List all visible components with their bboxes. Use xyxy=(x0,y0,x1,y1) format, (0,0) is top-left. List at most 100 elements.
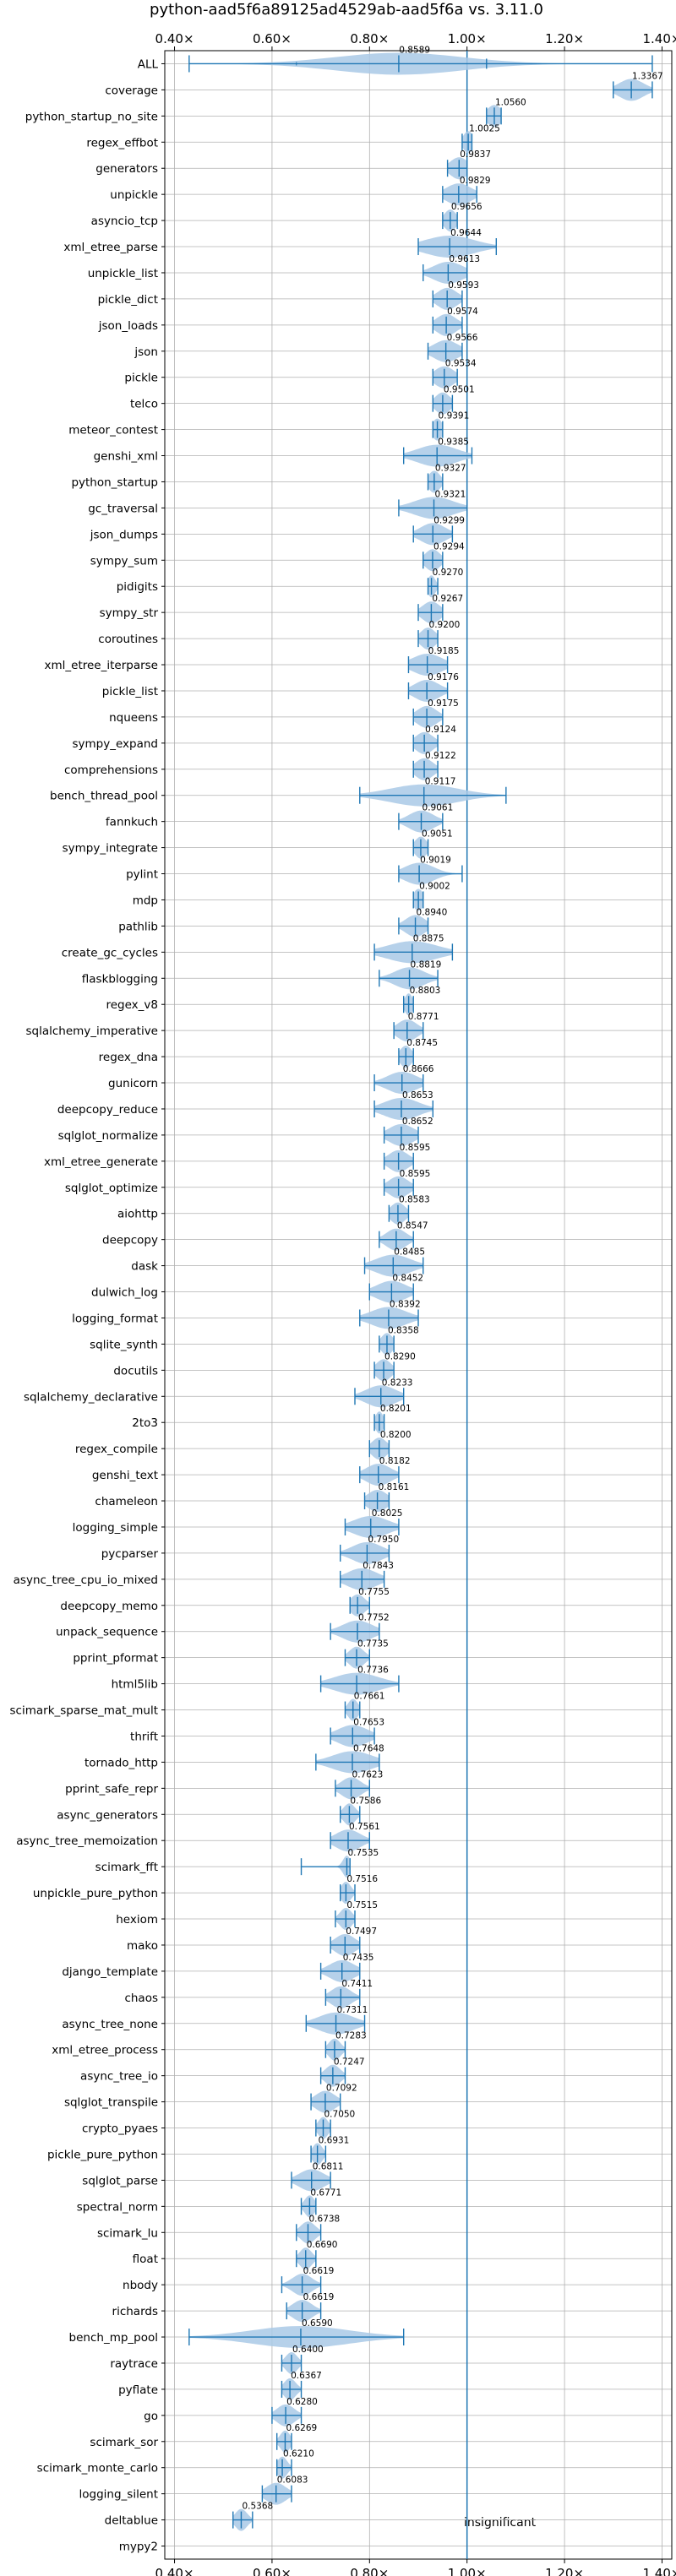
benchmark-deepcopy-reduce: deepcopy_reduce 0.8653 xyxy=(57,1090,434,1120)
value-label: 1.0025 xyxy=(469,123,500,133)
benchmark-meteor-contest: meteor_contest 0.9391 xyxy=(68,411,469,441)
benchmark-sympy-expand: sympy_expand 0.9124 xyxy=(72,725,456,754)
category-label: genshi_text xyxy=(92,1469,158,1482)
value-label: 0.9117 xyxy=(425,777,456,787)
benchmark-regex-effbot: regex_effbot 1.0025 xyxy=(86,123,500,154)
benchmark-thrift: thrift 0.7653 xyxy=(130,1717,384,1747)
value-label: 0.8201 xyxy=(380,1404,412,1414)
category-label: logging_simple xyxy=(73,1521,158,1535)
value-label: 0.7661 xyxy=(354,1692,385,1702)
value-label: 0.8583 xyxy=(399,1195,430,1205)
value-label: 0.9019 xyxy=(420,856,451,866)
x-tick-label-top: 0.40× xyxy=(155,31,194,46)
benchmark-sympy-str: sympy_str 0.9267 xyxy=(100,594,463,624)
benchmark-xml-etree-generate: xml_etree_generate 0.8595 xyxy=(44,1143,430,1172)
value-label: 0.9321 xyxy=(435,489,466,499)
benchmark-asyncio-tcp: asyncio_tcp 0.9656 xyxy=(91,202,482,232)
category-label: async_generators xyxy=(57,1808,158,1822)
value-label: 0.9385 xyxy=(438,437,469,448)
value-label: 0.8595 xyxy=(400,1143,431,1153)
benchmark-logging-silent: logging_silent 0.6083 xyxy=(79,2475,308,2505)
category-label: sqlglot_parse xyxy=(82,2174,158,2187)
value-label: 0.6931 xyxy=(319,2135,350,2145)
category-label: gc_traversal xyxy=(88,502,158,515)
benchmark-genshi-xml: genshi_xml 0.9385 xyxy=(94,437,473,467)
benchmark-pidigits: pidigits 0.9270 xyxy=(117,568,463,598)
category-label: deepcopy_reduce xyxy=(57,1103,158,1117)
benchmark-unpickle: unpickle 0.9829 xyxy=(110,176,491,206)
value-label: 0.7586 xyxy=(350,1796,381,1806)
value-label: 0.8392 xyxy=(390,1299,421,1309)
category-label: async_tree_io xyxy=(80,2070,158,2084)
value-label: 0.9593 xyxy=(448,280,479,291)
value-label: 0.8233 xyxy=(382,1378,413,1388)
value-label: 0.8595 xyxy=(400,1169,431,1179)
benchmark-bench-mp-pool: bench_mp_pool 0.6590 xyxy=(69,2318,405,2348)
category-label: sympy_str xyxy=(100,606,159,620)
category-label: nqueens xyxy=(109,711,158,725)
benchmark-hexiom: hexiom 0.7515 xyxy=(116,1900,378,1930)
category-label: create_gc_cycles xyxy=(62,946,158,959)
category-label: mako xyxy=(127,1939,158,1953)
value-label: 0.7535 xyxy=(347,1848,379,1858)
benchmark-sqlglot-optimize: sqlglot_optimize 0.8595 xyxy=(65,1169,431,1198)
category-label: dask xyxy=(131,1260,158,1274)
value-label: 0.9837 xyxy=(460,149,491,160)
benchmark-deepcopy: deepcopy 0.8547 xyxy=(102,1221,428,1251)
benchmark-xml-etree-iterparse: xml_etree_iterparse 0.9185 xyxy=(45,646,459,676)
benchmark-pickle-list: pickle_list 0.9176 xyxy=(102,672,459,702)
benchmark-genshi-text: genshi_text 0.8182 xyxy=(92,1456,411,1486)
benchmark-scimark-fft: scimark_fft 0.7535 xyxy=(95,1848,379,1878)
category-label: regex_v8 xyxy=(106,998,158,1012)
value-label: 0.8875 xyxy=(413,933,444,943)
benchmark-rows: ALL 0.8589 coverage 1.3367 python_startup_no… xyxy=(10,45,663,2553)
value-label: 0.7623 xyxy=(352,1769,384,1780)
benchmark-async-generators: async_generators 0.7586 xyxy=(57,1796,381,1826)
value-label: 1.0560 xyxy=(495,97,526,107)
category-label: deltablue xyxy=(105,2514,158,2528)
benchmark-deepcopy-memo: deepcopy_memo 0.7755 xyxy=(60,1587,390,1617)
category-label: sqlglot_normalize xyxy=(58,1129,158,1143)
value-label: 0.9061 xyxy=(422,803,454,813)
benchmark-pickle-pure-python: pickle_pure_python 0.6931 xyxy=(47,2135,350,2166)
value-label: 0.9534 xyxy=(445,359,477,369)
value-label: 0.8025 xyxy=(372,1508,403,1519)
value-label: 0.8653 xyxy=(402,1090,433,1101)
benchmark-python-startup: python_startup 0.9327 xyxy=(71,463,466,493)
category-label: dulwich_log xyxy=(91,1286,158,1300)
value-label: 0.7092 xyxy=(326,2084,357,2094)
benchmark-async-tree-io: async_tree_io 0.7247 xyxy=(80,2057,365,2087)
benchmark-html5lib: html5lib 0.7736 xyxy=(112,1666,400,1695)
value-label: 0.8652 xyxy=(402,1117,433,1127)
benchmark-logging-format: logging_format 0.8392 xyxy=(72,1299,421,1329)
benchmark-xml-etree-parse: xml_etree_parse 0.9644 xyxy=(63,228,498,258)
x-tick-label-top: 0.60× xyxy=(253,31,292,46)
benchmark-fannkuch: fannkuch 0.9061 xyxy=(106,803,453,833)
value-label: 0.8200 xyxy=(380,1430,412,1440)
benchmark-unpack-sequence: unpack_sequence 0.7752 xyxy=(56,1613,390,1643)
benchmark-dulwich-log: dulwich_log 0.8452 xyxy=(91,1274,423,1303)
benchmark-telco: telco 0.9501 xyxy=(130,385,475,415)
category-label: json_dumps xyxy=(90,528,158,541)
category-label: pyflate xyxy=(118,2383,158,2397)
value-label: 0.7050 xyxy=(324,2110,356,2120)
value-label: 0.9574 xyxy=(447,307,478,317)
benchmark-pyflate: pyflate 0.6367 xyxy=(118,2371,322,2400)
value-label: 0.6590 xyxy=(302,2318,333,2329)
benchmark-unpickle-list: unpickle_list 0.9613 xyxy=(88,254,480,284)
benchmark-generators: generators 0.9837 xyxy=(95,149,491,180)
benchmark-coroutines: coroutines 0.9200 xyxy=(98,620,460,650)
category-label: async_tree_cpu_io_mixed xyxy=(14,1573,158,1587)
value-label: 0.9299 xyxy=(433,515,465,525)
category-label: hexiom xyxy=(116,1913,158,1927)
category-label: python_startup xyxy=(71,476,158,489)
category-label: pickle_list xyxy=(102,685,158,698)
category-label: bench_mp_pool xyxy=(69,2331,158,2345)
category-label: scimark_fft xyxy=(95,1861,158,1874)
x-tick-label-bottom: 0.40× xyxy=(155,2566,194,2576)
category-label: regex_dna xyxy=(99,1051,158,1064)
value-label: 0.6690 xyxy=(307,2240,338,2250)
benchmark-json-loads: json_loads 0.9574 xyxy=(98,307,478,336)
benchmark-chaos: chaos 0.7411 xyxy=(124,1979,373,2008)
benchmark-sqlglot-transpile: sqlglot_transpile 0.7092 xyxy=(64,2084,357,2113)
